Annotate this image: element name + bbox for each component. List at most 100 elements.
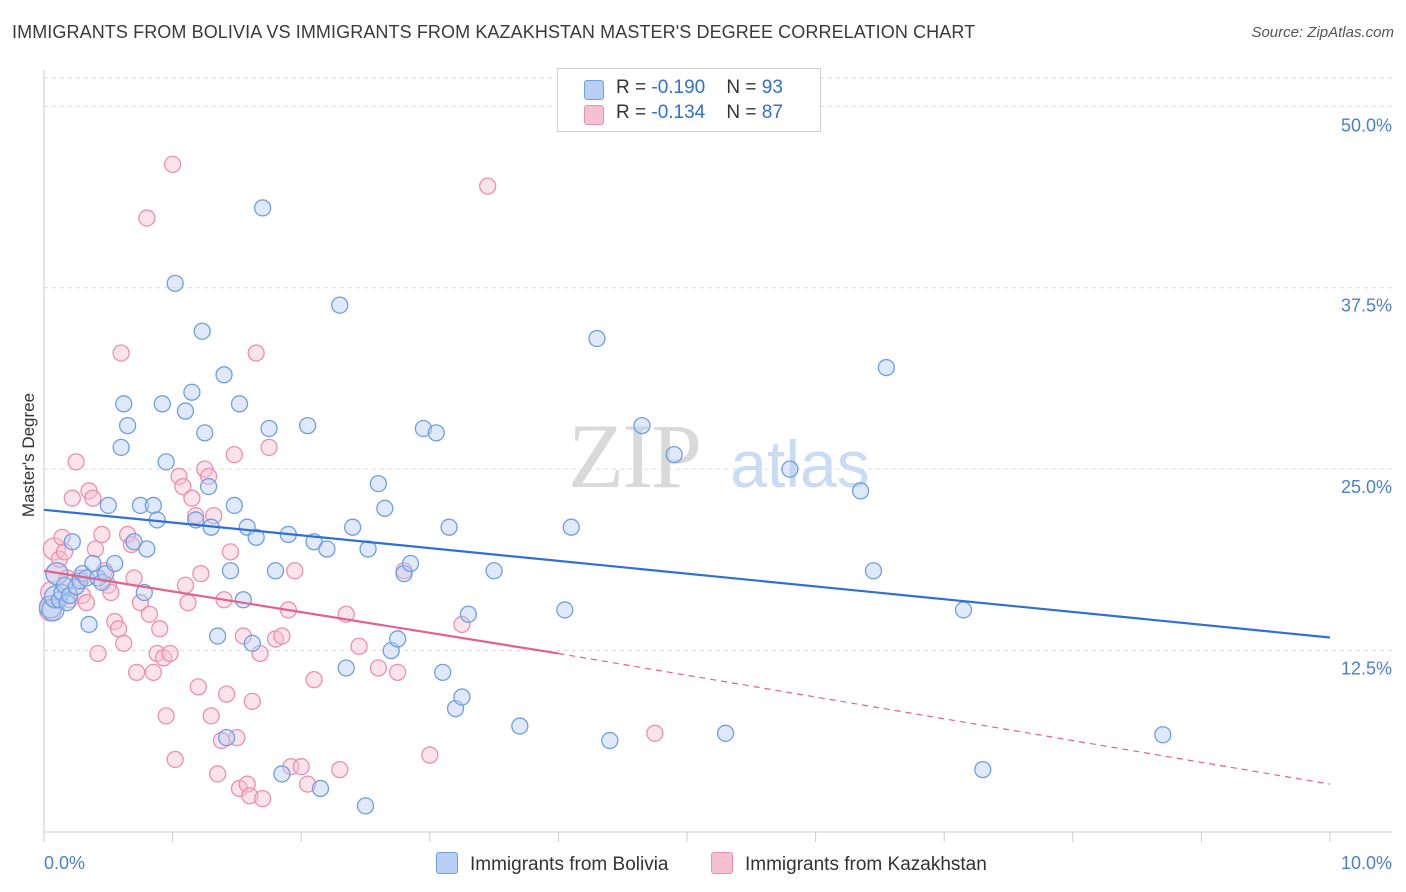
trend-lines [43,508,1331,785]
kazakhstan-point [84,489,102,507]
bolivia-point [157,453,175,471]
bolivia-point [588,329,606,348]
bolivia-point [63,533,81,551]
kazakhstan-point [350,637,368,655]
legend-item-bolivia[interactable]: Immigrants from Bolivia [436,852,669,876]
kazakhstan-point [89,644,107,663]
kazakhstan-point [151,620,169,638]
kazakhstan-point [202,707,220,725]
bolivia-point [343,518,362,536]
bolivia-point [427,424,445,442]
kazakhstan-point [53,528,71,547]
bolivia-point [485,562,503,580]
y-axis-title: Master's Degree [19,393,38,517]
bolivia-point [247,528,265,547]
bolivia-point [208,627,227,645]
legend-r-value: -0.134 [651,102,706,123]
kazakhstan-point [199,467,218,486]
bolivia-point [453,688,471,706]
y-tick-label: 25.0% [1341,477,1392,497]
legend-label-kazakhstan: Immigrants from Kazakhstan [745,854,987,875]
bolivia-point [166,274,184,293]
bolivia-point [311,779,330,798]
bolivia-point [954,601,973,619]
bolivia-point [376,499,394,517]
bolivia-point [414,419,433,438]
bolivia-point [266,562,285,580]
kazakhstan-point [112,344,130,362]
chart-title: IMMIGRANTS FROM BOLIVIA VS IMMIGRANTS FR… [12,22,976,42]
bolivia-point [115,395,133,413]
kazakhstan-point [179,594,197,612]
kazakhstan-point [225,445,243,464]
kazakhstan-point [421,746,439,764]
bolivia-point [230,395,249,413]
bolivia-point [106,554,124,573]
legend-n-value: 87 [761,102,783,123]
y-tick-label: 37.5% [1341,296,1392,316]
x-tick-min: 0.0% [44,853,85,873]
bolivia-point [183,383,201,401]
kazakhstan-point [140,605,159,623]
bolivia-point [138,540,156,558]
bolivia-point [125,533,143,551]
axes [43,70,1392,842]
bolivia-point [176,402,195,420]
kazakhstan-point [388,663,407,681]
kazakhstan-point [247,344,265,362]
bolivia-point [369,475,388,493]
bolivia-point [153,395,171,413]
kazakhstan-points [38,155,664,808]
bolivia-point [665,445,683,464]
kazakhstan-trend-extension [558,652,1331,785]
kazakhstan-point [67,453,85,471]
correlation-legend: R = -0.190 N = 93 R = -0.134 N = 87 [557,68,821,132]
kazakhstan-point [298,775,317,793]
kazakhstan-point [273,627,291,645]
bolivia-point [331,296,349,314]
kazakhstan-point [479,177,497,195]
kazakhstan-point [241,787,259,805]
bolivia-point [459,605,478,623]
bolivia-point [61,586,79,605]
kazakhstan-point [174,477,192,496]
bolivia-point [440,518,458,536]
bolivia-point [225,496,243,515]
kazakhstan-point [93,525,111,544]
kazakhstan-point [144,663,162,681]
legend-r-label: R = [616,77,652,98]
kazakhstan-point [131,594,150,612]
kazakhstan-point [243,692,261,711]
kazakhstan-point [176,576,195,594]
bolivia-point [864,562,883,580]
kazakhstan-point [331,760,349,779]
x-tick-max: 10.0% [1341,853,1392,873]
bolivia-point [298,416,317,435]
legend-swatch-kazakhstan [711,852,733,874]
bolivia-point [199,477,218,496]
bolivia-point [196,424,214,442]
legend-swatch-bolivia [436,852,458,874]
y-tick-label: 12.5% [1341,659,1392,679]
bolivia-point [118,416,137,435]
kazakhstan-point [115,634,133,652]
kazakhstan-point [234,627,252,645]
bolivia-point [633,416,651,435]
bolivia-point [144,496,162,515]
kazakhstan-trend-line [43,569,559,655]
bolivia-point [601,731,619,750]
kazakhstan-point [183,489,201,507]
kazakhstan-point [109,620,128,638]
bolivia-point [99,496,117,515]
kazakhstan-point [63,489,81,507]
bolivia-trend-line [43,508,1331,639]
bolivia-point [253,199,272,217]
legend-n-value: 93 [761,77,783,98]
kazakhstan-point [369,659,388,677]
legend-r-value: -0.190 [651,77,706,98]
watermark: ZIP atlas [568,405,870,507]
kazakhstan-point [138,209,156,227]
legend-item-kazakhstan[interactable]: Immigrants from Kazakhstan [711,852,987,876]
bolivia-point [260,419,278,438]
bolivia-point [356,797,375,815]
